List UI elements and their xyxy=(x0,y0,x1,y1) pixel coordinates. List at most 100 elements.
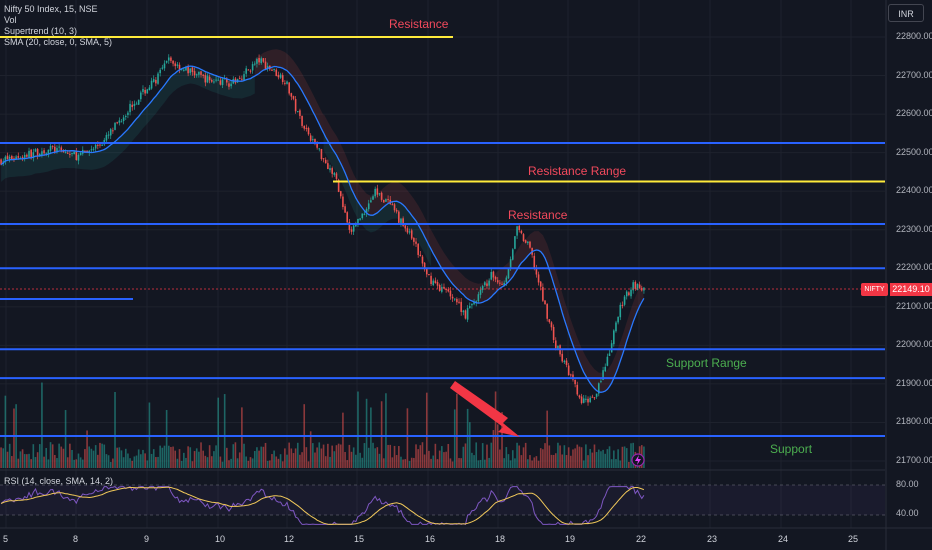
candle-body xyxy=(142,88,144,92)
candle-body xyxy=(365,208,368,214)
volume-bar xyxy=(572,449,574,468)
candle-body xyxy=(144,89,146,94)
horizontal-levels[interactable] xyxy=(0,36,885,437)
volume-bar xyxy=(152,449,155,468)
volume-bar xyxy=(542,449,544,468)
candle-body xyxy=(615,322,617,332)
volume-bar xyxy=(34,457,37,468)
candle-body xyxy=(355,225,357,227)
candle-body xyxy=(466,308,469,320)
candle-body xyxy=(503,282,505,286)
annotation-resistance-top[interactable]: Resistance xyxy=(389,17,449,31)
supertrend-label[interactable]: Supertrend (10, 3) xyxy=(4,26,78,36)
candle-body xyxy=(208,76,211,81)
time-tick-label: 15 xyxy=(354,534,365,544)
price-tick-label: 22400.00 xyxy=(896,185,932,196)
volume-bar xyxy=(103,444,106,468)
bolt-icon[interactable] xyxy=(631,453,645,467)
volume-bar xyxy=(172,446,174,468)
volume-bar xyxy=(585,444,587,468)
candle-body xyxy=(393,204,396,211)
volume-bar xyxy=(273,450,275,468)
volume-bar xyxy=(363,443,366,468)
time-tick-label: 24 xyxy=(778,534,789,544)
volume-bar xyxy=(479,459,482,468)
candle-body xyxy=(170,57,172,61)
volume-bar xyxy=(279,454,282,468)
rsi-line xyxy=(0,485,645,526)
candle-body xyxy=(391,204,394,206)
volume-bar xyxy=(391,457,394,468)
volume-bar xyxy=(62,448,65,468)
candle-body xyxy=(157,73,159,84)
sma-line xyxy=(0,65,645,393)
volume-bar xyxy=(6,451,9,468)
vol-indicator-label[interactable]: Vol xyxy=(4,15,17,25)
symbol-title[interactable]: Nifty 50 Index, 15, NSE xyxy=(4,4,98,14)
candle-body xyxy=(163,63,166,69)
volume-bar xyxy=(26,454,28,468)
volume-bar xyxy=(0,447,2,468)
sma-label[interactable]: SMA (20, close, 0, SMA, 5) xyxy=(4,37,113,47)
volume-bar xyxy=(47,459,50,468)
annotation-support-range[interactable]: Support Range xyxy=(666,356,747,370)
candle-body xyxy=(367,203,370,210)
candle-body xyxy=(499,282,501,284)
volume-bar xyxy=(617,449,619,468)
candle-body xyxy=(477,294,480,302)
volume-bar xyxy=(559,445,561,468)
volume-bar xyxy=(406,408,409,468)
volume-bar xyxy=(423,454,426,468)
candle-body xyxy=(258,57,260,63)
candle-body xyxy=(329,168,331,171)
rsi-label[interactable]: RSI (14, close, SMA, 14, 2) xyxy=(4,476,114,486)
candle-body xyxy=(625,291,628,297)
volume-bar xyxy=(185,457,187,468)
volume-bar xyxy=(137,449,140,468)
candle-body xyxy=(460,301,462,312)
candle-body xyxy=(359,218,361,220)
volume-bar xyxy=(389,444,392,468)
candle-body xyxy=(41,151,43,156)
volume-bar xyxy=(135,455,138,468)
volume-bar xyxy=(471,452,473,468)
volume-bar xyxy=(249,457,252,468)
candle-body xyxy=(344,206,346,213)
candle-body xyxy=(565,360,568,365)
volume-bar xyxy=(475,442,478,468)
candle-body xyxy=(413,237,415,242)
candle-body xyxy=(464,310,467,319)
volume-bar xyxy=(84,449,86,468)
volume-bar xyxy=(129,458,131,468)
volume-bar xyxy=(344,451,346,468)
time-tick-label: 25 xyxy=(848,534,859,544)
candle-body xyxy=(606,356,609,366)
volume-bar xyxy=(275,456,278,468)
volume-bar xyxy=(544,443,546,468)
volume-bar xyxy=(466,408,469,468)
candle-body xyxy=(79,152,82,156)
candle-body xyxy=(494,276,497,280)
volume-bar xyxy=(223,394,226,468)
candle-body xyxy=(161,67,164,69)
candle-body xyxy=(572,374,574,380)
annotation-support[interactable]: Support xyxy=(770,442,813,456)
volume-bar xyxy=(421,442,424,468)
volume-bar xyxy=(322,444,325,468)
candle-body xyxy=(131,104,134,108)
annotation-resistance-mid[interactable]: Resistance xyxy=(508,208,568,222)
volume-bar xyxy=(531,460,533,468)
candle-body xyxy=(215,79,217,81)
volume-bar xyxy=(492,430,495,468)
volume-bar xyxy=(36,452,39,468)
volume-bar xyxy=(217,397,220,468)
candle-body xyxy=(176,64,179,66)
currency-button[interactable]: INR xyxy=(888,4,924,22)
volume-bar xyxy=(176,458,179,468)
annotation-resistance-range[interactable]: Resistance Range xyxy=(528,164,627,178)
volume-bar xyxy=(277,458,280,468)
candle-body xyxy=(165,60,168,63)
candle-body xyxy=(608,353,611,356)
price-tick-label: 22800.00 xyxy=(896,31,932,41)
